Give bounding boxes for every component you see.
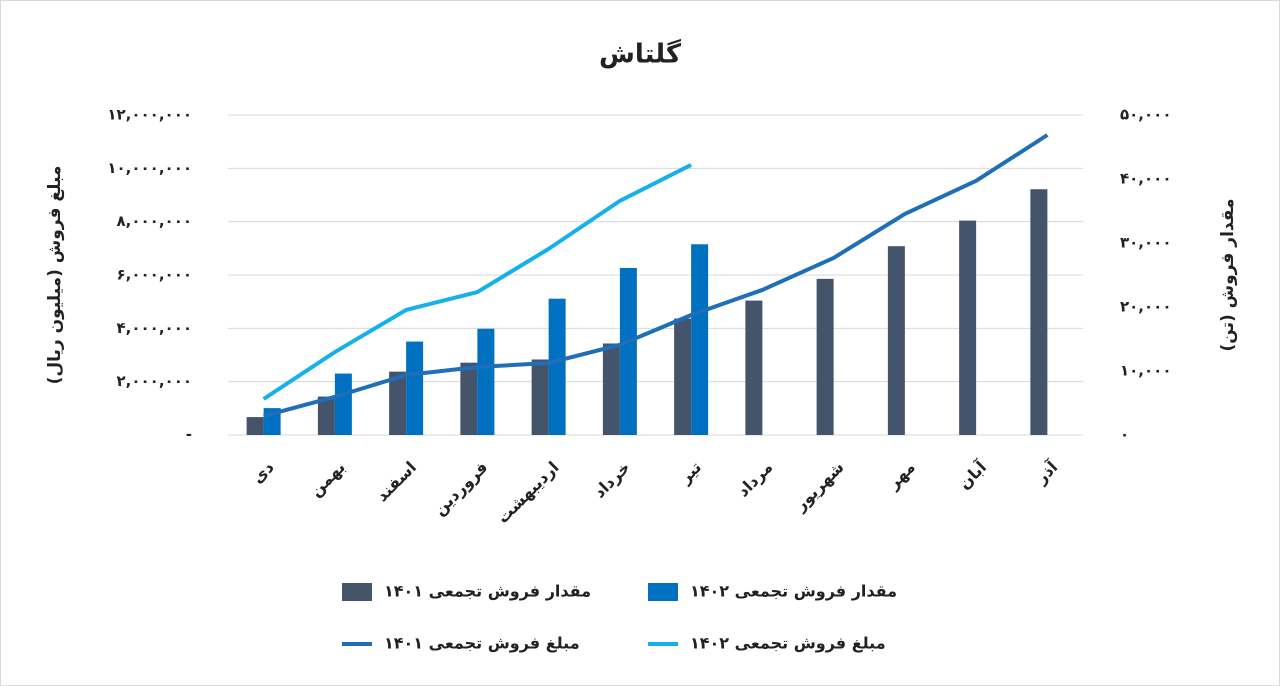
bar xyxy=(334,373,352,435)
bar xyxy=(1030,189,1048,435)
legend-label: مقدار فروش تجمعی ۱۴۰۱ xyxy=(384,582,591,601)
legend-label: مقدار فروش تجمعی ۱۴۰۲ xyxy=(690,582,897,601)
bar xyxy=(246,417,264,435)
bar xyxy=(745,300,763,435)
bar xyxy=(674,318,692,435)
legend-swatch xyxy=(342,583,372,601)
line xyxy=(262,163,693,401)
legend-label: مبلغ فروش تجمعی ۱۴۰۱ xyxy=(384,634,580,653)
legend-swatch xyxy=(648,583,678,601)
chart-title: گلتاش xyxy=(599,39,682,70)
y2-tick-label: ۵۰,۰۰۰ xyxy=(1120,106,1171,124)
y-axis-title: مبلغ فروش (میلیون ریال) xyxy=(45,166,65,385)
y-tick-label: ۶,۰۰۰,۰۰۰ xyxy=(117,266,192,284)
bar xyxy=(317,396,335,435)
bar xyxy=(548,298,566,435)
bar xyxy=(619,267,637,435)
line xyxy=(263,133,1049,418)
bar xyxy=(887,246,905,435)
bar xyxy=(460,362,478,435)
y2-tick-label: ۰ xyxy=(1120,426,1129,444)
bar xyxy=(816,278,834,435)
bar xyxy=(477,328,495,435)
y-tick-label: ۸,۰۰۰,۰۰۰ xyxy=(117,212,192,230)
y2-tick-label: ۴۰,۰۰۰ xyxy=(1120,170,1171,188)
bar xyxy=(691,244,709,435)
y2-tick-label: ۲۰,۰۰۰ xyxy=(1120,298,1171,316)
y-tick-label: ۱۰,۰۰۰,۰۰۰ xyxy=(107,159,192,177)
y2-tick-label: ۱۰,۰۰۰ xyxy=(1120,362,1171,380)
y-tick-label: - xyxy=(186,426,192,444)
bar xyxy=(389,371,407,435)
y-tick-label: ۱۲,۰۰۰,۰۰۰ xyxy=(107,106,192,124)
y-tick-label: ۴,۰۰۰,۰۰۰ xyxy=(117,319,192,337)
bar xyxy=(602,343,620,435)
y-tick-label: ۲,۰۰۰,۰۰۰ xyxy=(117,372,192,390)
bar xyxy=(531,359,549,435)
y2-tick-label: ۳۰,۰۰۰ xyxy=(1120,234,1171,252)
legend-label: مبلغ فروش تجمعی ۱۴۰۲ xyxy=(690,634,886,653)
bar xyxy=(406,341,424,435)
y2-axis-title: مقدار فروش (تن) xyxy=(1218,199,1238,352)
bar xyxy=(959,220,977,435)
